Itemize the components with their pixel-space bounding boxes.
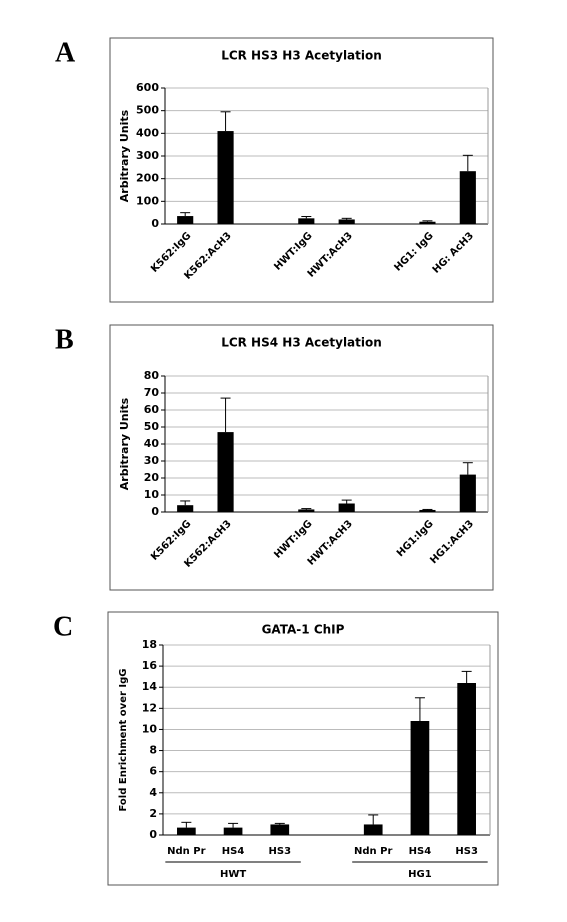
y-tick-label: 12 (142, 701, 157, 714)
y-axis-label: Arbitrary Units (118, 397, 131, 490)
y-tick-label: 0 (149, 828, 157, 841)
y-tick-label: 500 (136, 104, 159, 117)
bar (223, 827, 243, 835)
chart-title: GATA-1 ChIP (262, 623, 345, 637)
bar (298, 218, 315, 224)
y-tick-label: 8 (149, 744, 157, 757)
y-tick-label: 60 (144, 403, 160, 416)
x-tick-label: HS4 (222, 846, 245, 857)
panel-frame (109, 324, 494, 591)
y-tick-label: 80 (144, 369, 160, 382)
x-tick-label: Ndn Pr (167, 846, 205, 857)
panel-letter: C (53, 611, 73, 642)
x-tick-label: HG1:IgG (395, 518, 436, 559)
bar (338, 219, 355, 224)
y-tick-label: 14 (142, 680, 158, 693)
bar (459, 474, 476, 512)
x-tick-label: HG1: IgG (392, 230, 435, 273)
y-tick-label: 200 (136, 172, 159, 185)
y-tick-label: 300 (136, 149, 159, 162)
bar (177, 216, 194, 224)
group-label: HG1 (408, 869, 432, 880)
bar (363, 824, 383, 835)
bar (298, 509, 315, 512)
bar (217, 432, 234, 512)
y-tick-label: 600 (136, 81, 159, 94)
y-tick-label: 20 (144, 471, 160, 484)
bar (457, 683, 476, 835)
y-tick-label: 10 (142, 722, 158, 735)
x-tick-label: K562:IgG (149, 518, 193, 562)
x-tick-label: HS3 (455, 846, 478, 857)
panel-frame (107, 611, 499, 886)
y-tick-label: 0 (151, 505, 159, 518)
x-tick-label: HWT:IgG (272, 230, 314, 272)
bar (459, 171, 476, 224)
y-axis-label: Arbitrary Units (118, 109, 131, 202)
x-tick-label: HG: AcH3 (431, 230, 476, 275)
bar (217, 131, 234, 224)
y-tick-label: 18 (142, 638, 157, 651)
y-tick-label: 50 (144, 420, 160, 433)
x-tick-label: HG1:AcH3 (428, 518, 476, 566)
x-tick-label: HWT:IgG (272, 518, 314, 560)
bar (419, 221, 436, 224)
y-tick-label: 100 (136, 194, 159, 207)
panel-letter: A (55, 37, 76, 68)
y-tick-label: 400 (136, 126, 159, 139)
bar (270, 824, 290, 835)
panel-frame (109, 37, 494, 303)
chart-title: LCR HS4 H3 Acetylation (221, 336, 382, 350)
bar (177, 505, 194, 512)
y-tick-label: 40 (144, 437, 160, 450)
bar (419, 509, 436, 512)
y-tick-label: 4 (149, 786, 157, 799)
y-tick-label: 30 (144, 454, 160, 467)
bar (338, 503, 355, 512)
y-tick-label: 10 (144, 488, 160, 501)
y-tick-label: 16 (142, 659, 158, 672)
y-tick-label: 2 (149, 807, 157, 820)
y-tick-label: 0 (151, 217, 159, 230)
bar (410, 721, 430, 835)
group-label: HWT (220, 869, 246, 880)
panel-letter: B (55, 324, 74, 355)
chart-title: LCR HS3 H3 Acetylation (221, 49, 382, 63)
y-tick-label: 6 (149, 765, 157, 778)
y-axis-label: Fold Enrichment over IgG (118, 669, 129, 812)
y-tick-label: 70 (144, 386, 160, 399)
bar (177, 827, 196, 835)
x-tick-label: HS3 (269, 846, 292, 857)
x-tick-label: K562:IgG (149, 230, 193, 274)
x-tick-label: HS4 (409, 846, 432, 857)
x-tick-label: Ndn Pr (354, 846, 392, 857)
